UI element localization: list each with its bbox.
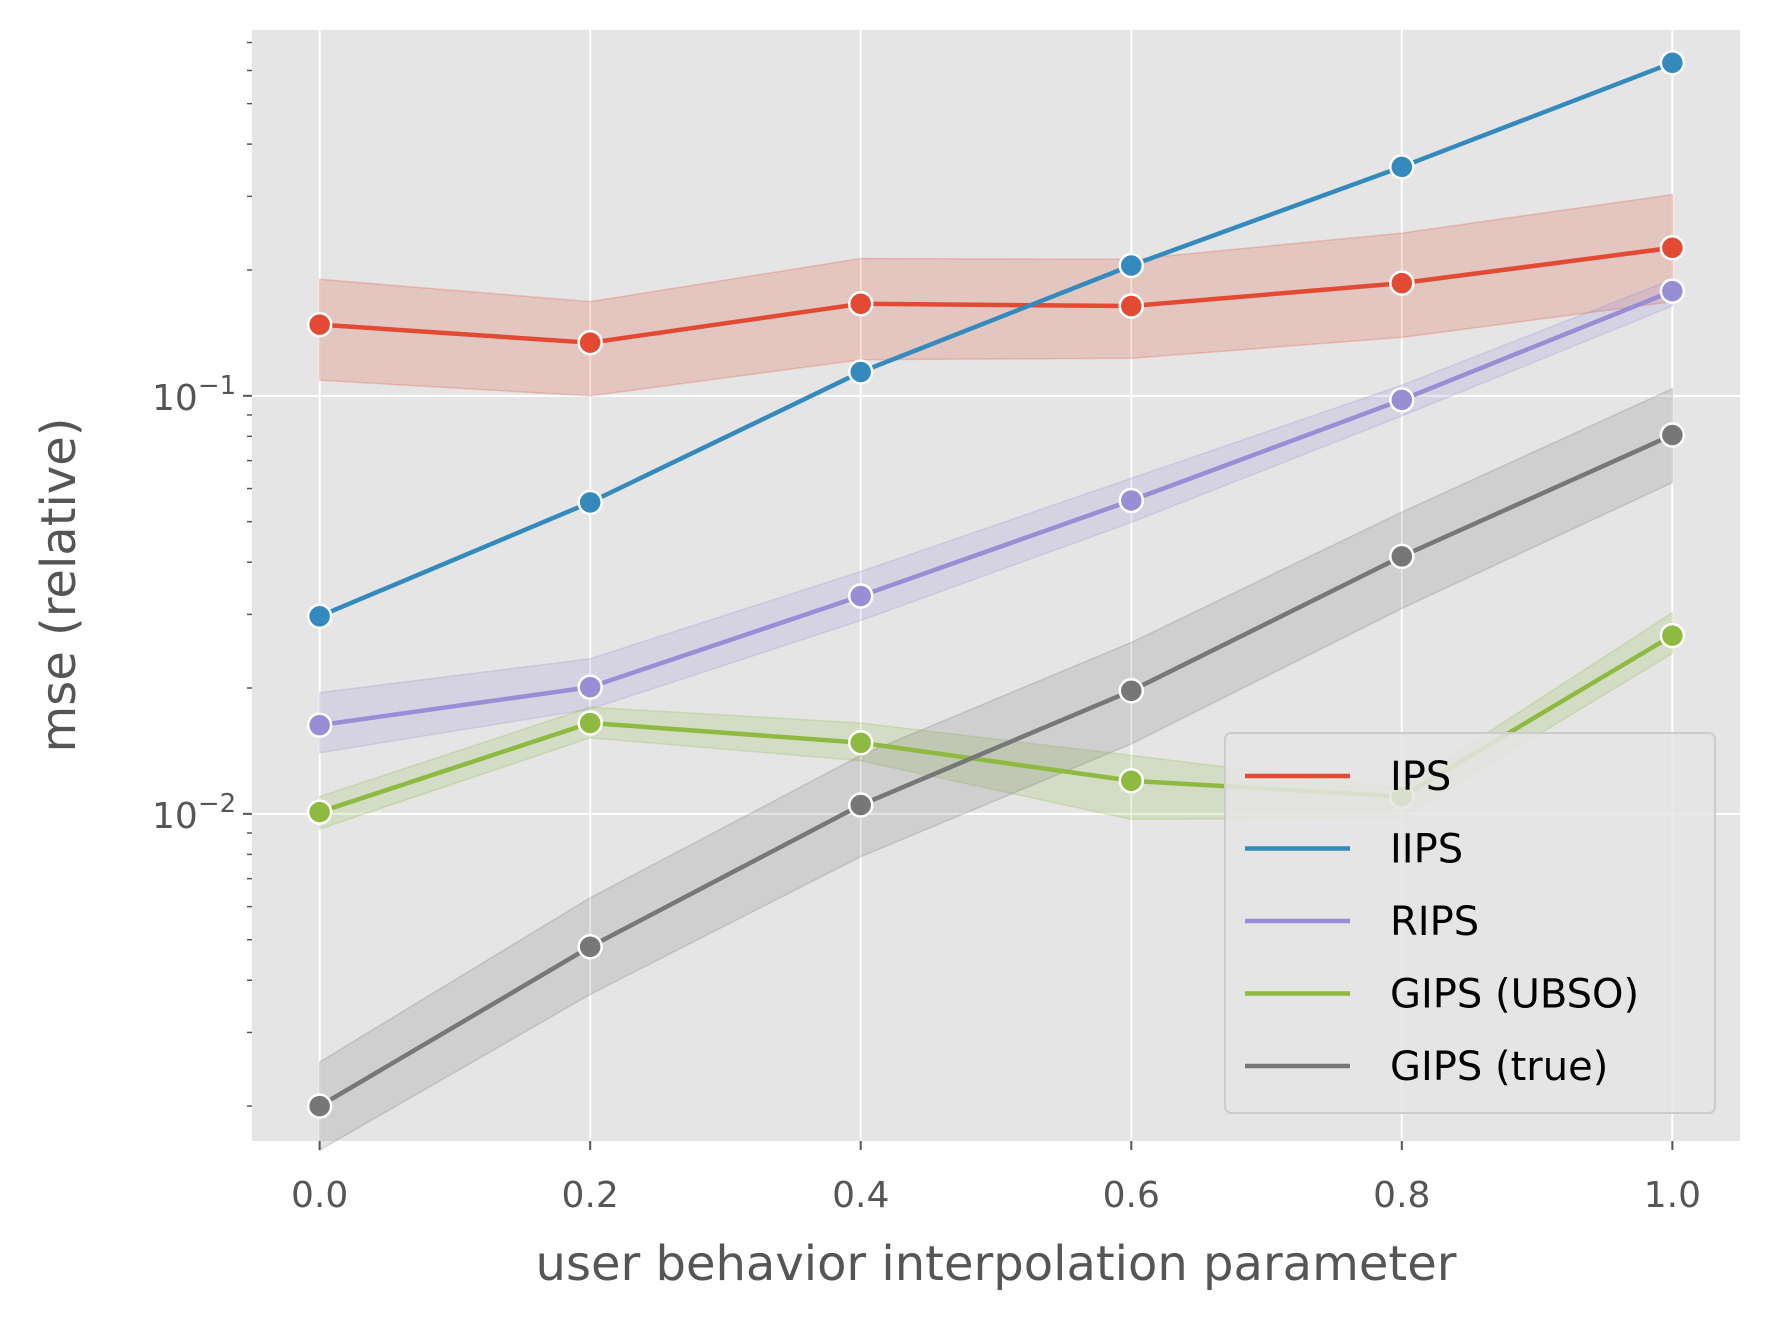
line-gips-true-	[318, 432, 1674, 1109]
point-iips	[1389, 154, 1415, 180]
x-tick-label: 0.2	[562, 1175, 619, 1216]
y-tick-label: 10−2	[152, 789, 236, 837]
point-iips	[577, 489, 603, 516]
point-iips	[847, 359, 874, 385]
point-gips-ubso-	[306, 799, 333, 825]
point-ips	[306, 311, 333, 338]
point-iips	[306, 603, 333, 629]
legend-label: GIPS (true)	[1390, 1044, 1608, 1090]
point-iips	[1659, 50, 1686, 76]
point-iips	[1118, 252, 1145, 279]
x-axis-label: user behavior interpolation parameter	[536, 1236, 1457, 1292]
point-rips	[1389, 387, 1415, 413]
point-gips-true-	[1659, 422, 1686, 448]
point-ips	[1118, 293, 1145, 319]
line-iips	[318, 60, 1674, 619]
point-rips	[306, 712, 333, 738]
point-rips	[1118, 487, 1145, 514]
legend-label: IIPS	[1390, 827, 1463, 873]
point-ips	[577, 329, 603, 356]
x-tick-label: 0.6	[1103, 1175, 1160, 1216]
x-tick-labels: 0.0 0.2 0.4 0.6 0.8 1.0	[291, 1141, 1701, 1216]
point-gips-ubso-	[1118, 768, 1145, 794]
x-tick-label: 0.8	[1373, 1175, 1430, 1216]
x-tick-label: 0.0	[291, 1175, 348, 1216]
point-ips	[1389, 270, 1415, 296]
legend-label: GIPS (UBSO)	[1390, 972, 1639, 1018]
point-gips-ubso-	[577, 710, 603, 736]
legend-box	[1224, 732, 1716, 1114]
point-rips	[847, 583, 874, 609]
point-gips-ubso-	[847, 729, 874, 756]
y-tick-labels: 10−1 10−2	[152, 371, 252, 837]
point-rips	[577, 674, 603, 700]
point-gips-true-	[847, 792, 874, 818]
y-minor-ticks	[247, 41, 252, 1107]
point-gips-ubso-	[1659, 622, 1686, 649]
point-ips	[847, 291, 874, 317]
x-tick-label: 1.0	[1644, 1175, 1701, 1216]
line-rips	[319, 289, 1674, 728]
point-gips-true-	[1118, 678, 1145, 704]
y-axis-label: mse (relative)	[31, 417, 87, 752]
legend: IPS IIPS RIPS GIPS (UBSO) GIPS (true)	[1224, 732, 1716, 1114]
point-gips-true-	[577, 933, 603, 960]
series-points	[306, 50, 1686, 1119]
point-ips	[1659, 235, 1686, 261]
line-ips	[319, 245, 1673, 345]
legend-label: IPS	[1390, 754, 1451, 800]
point-rips	[1659, 278, 1686, 304]
y-tick-label: 10−1	[152, 371, 236, 419]
point-gips-true-	[306, 1093, 333, 1119]
legend-label: RIPS	[1390, 899, 1479, 945]
x-tick-label: 0.4	[832, 1175, 889, 1216]
point-gips-true-	[1389, 543, 1415, 570]
